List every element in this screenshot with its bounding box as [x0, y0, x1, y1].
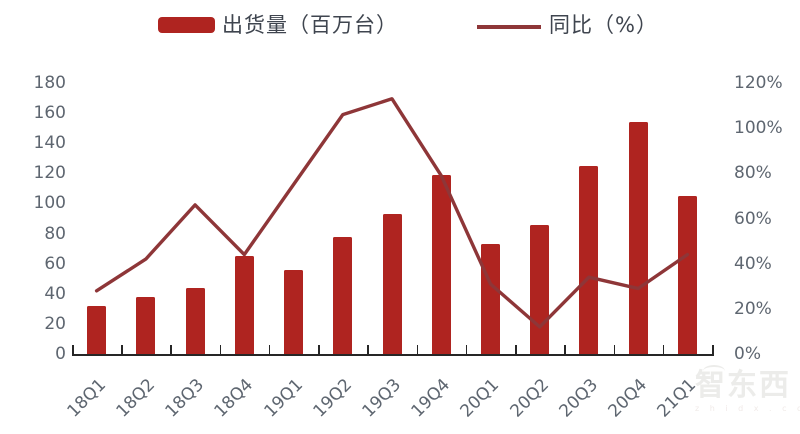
y-axis-left-tick-label: 120 [33, 163, 66, 184]
x-axis-tick-mark [72, 345, 74, 356]
watermark-domain: z h i d x . c o m [695, 404, 800, 413]
y-axis-right-tick-label: 100% [734, 118, 783, 139]
y-axis-right-tick-label: 60% [734, 208, 772, 229]
y-axis-left-tick-label: 140 [33, 133, 66, 154]
x-axis-tick-mark [564, 345, 566, 356]
bar-18Q3 [185, 287, 205, 354]
bar-21Q1 [677, 195, 697, 354]
y-axis-right-tick-label: 80% [734, 163, 772, 184]
bar-18Q2 [136, 296, 156, 354]
legend-line-swatch-icon [477, 25, 541, 29]
bar-19Q1 [284, 269, 304, 354]
x-axis-tick-mark [268, 345, 271, 356]
y-axis-left-tick-label: 0 [55, 344, 66, 364]
y-axis-left-tick-label: 100 [33, 193, 66, 214]
x-axis-tick-mark [170, 345, 172, 356]
x-axis-tick-mark [662, 345, 665, 356]
x-axis-tick-mark [515, 345, 517, 356]
x-axis-tick-mark [367, 345, 369, 356]
y-axis-right-tick-label: 120% [734, 73, 783, 93]
y-axis-left-tick-label: 80 [44, 223, 66, 244]
y-axis-left-tick-label: 40 [44, 283, 66, 304]
y-axis-left-tick-label: 180 [33, 73, 66, 93]
bar-19Q2 [333, 236, 353, 354]
bar-18Q1 [87, 305, 107, 354]
x-axis-tick-mark [712, 345, 714, 356]
bar-19Q3 [382, 213, 402, 354]
x-axis-line [72, 354, 713, 356]
watermark-arc-icon [703, 365, 725, 377]
y-axis-left-tick-label: 20 [44, 313, 66, 334]
x-axis-tick-mark [318, 345, 320, 356]
x-axis-tick-mark [465, 345, 468, 356]
y-axis-right-tick-label: 40% [734, 253, 772, 274]
x-axis-tick-mark [613, 345, 616, 356]
bar-20Q3 [579, 165, 599, 354]
y-axis-right-tick-label: 20% [734, 298, 772, 319]
y-axis-right-tick-label: 0% [734, 344, 761, 364]
bar-19Q4 [431, 174, 451, 354]
x-axis-tick-mark [121, 345, 123, 356]
x-axis-tick-mark [219, 345, 222, 356]
legend-line-label: 同比（%） [549, 13, 658, 37]
legend-bar-swatch-icon [158, 17, 215, 33]
watermark: 智东西 z h i d x . c o m [695, 365, 800, 413]
y-axis-left-tick-label: 160 [33, 103, 66, 124]
x-axis-tick-mark [416, 345, 419, 356]
y-axis-left-tick-label: 60 [44, 253, 66, 274]
bar-18Q4 [234, 256, 254, 354]
bar-20Q4 [628, 122, 648, 354]
legend-bar-label: 出货量（百万台） [222, 13, 398, 37]
